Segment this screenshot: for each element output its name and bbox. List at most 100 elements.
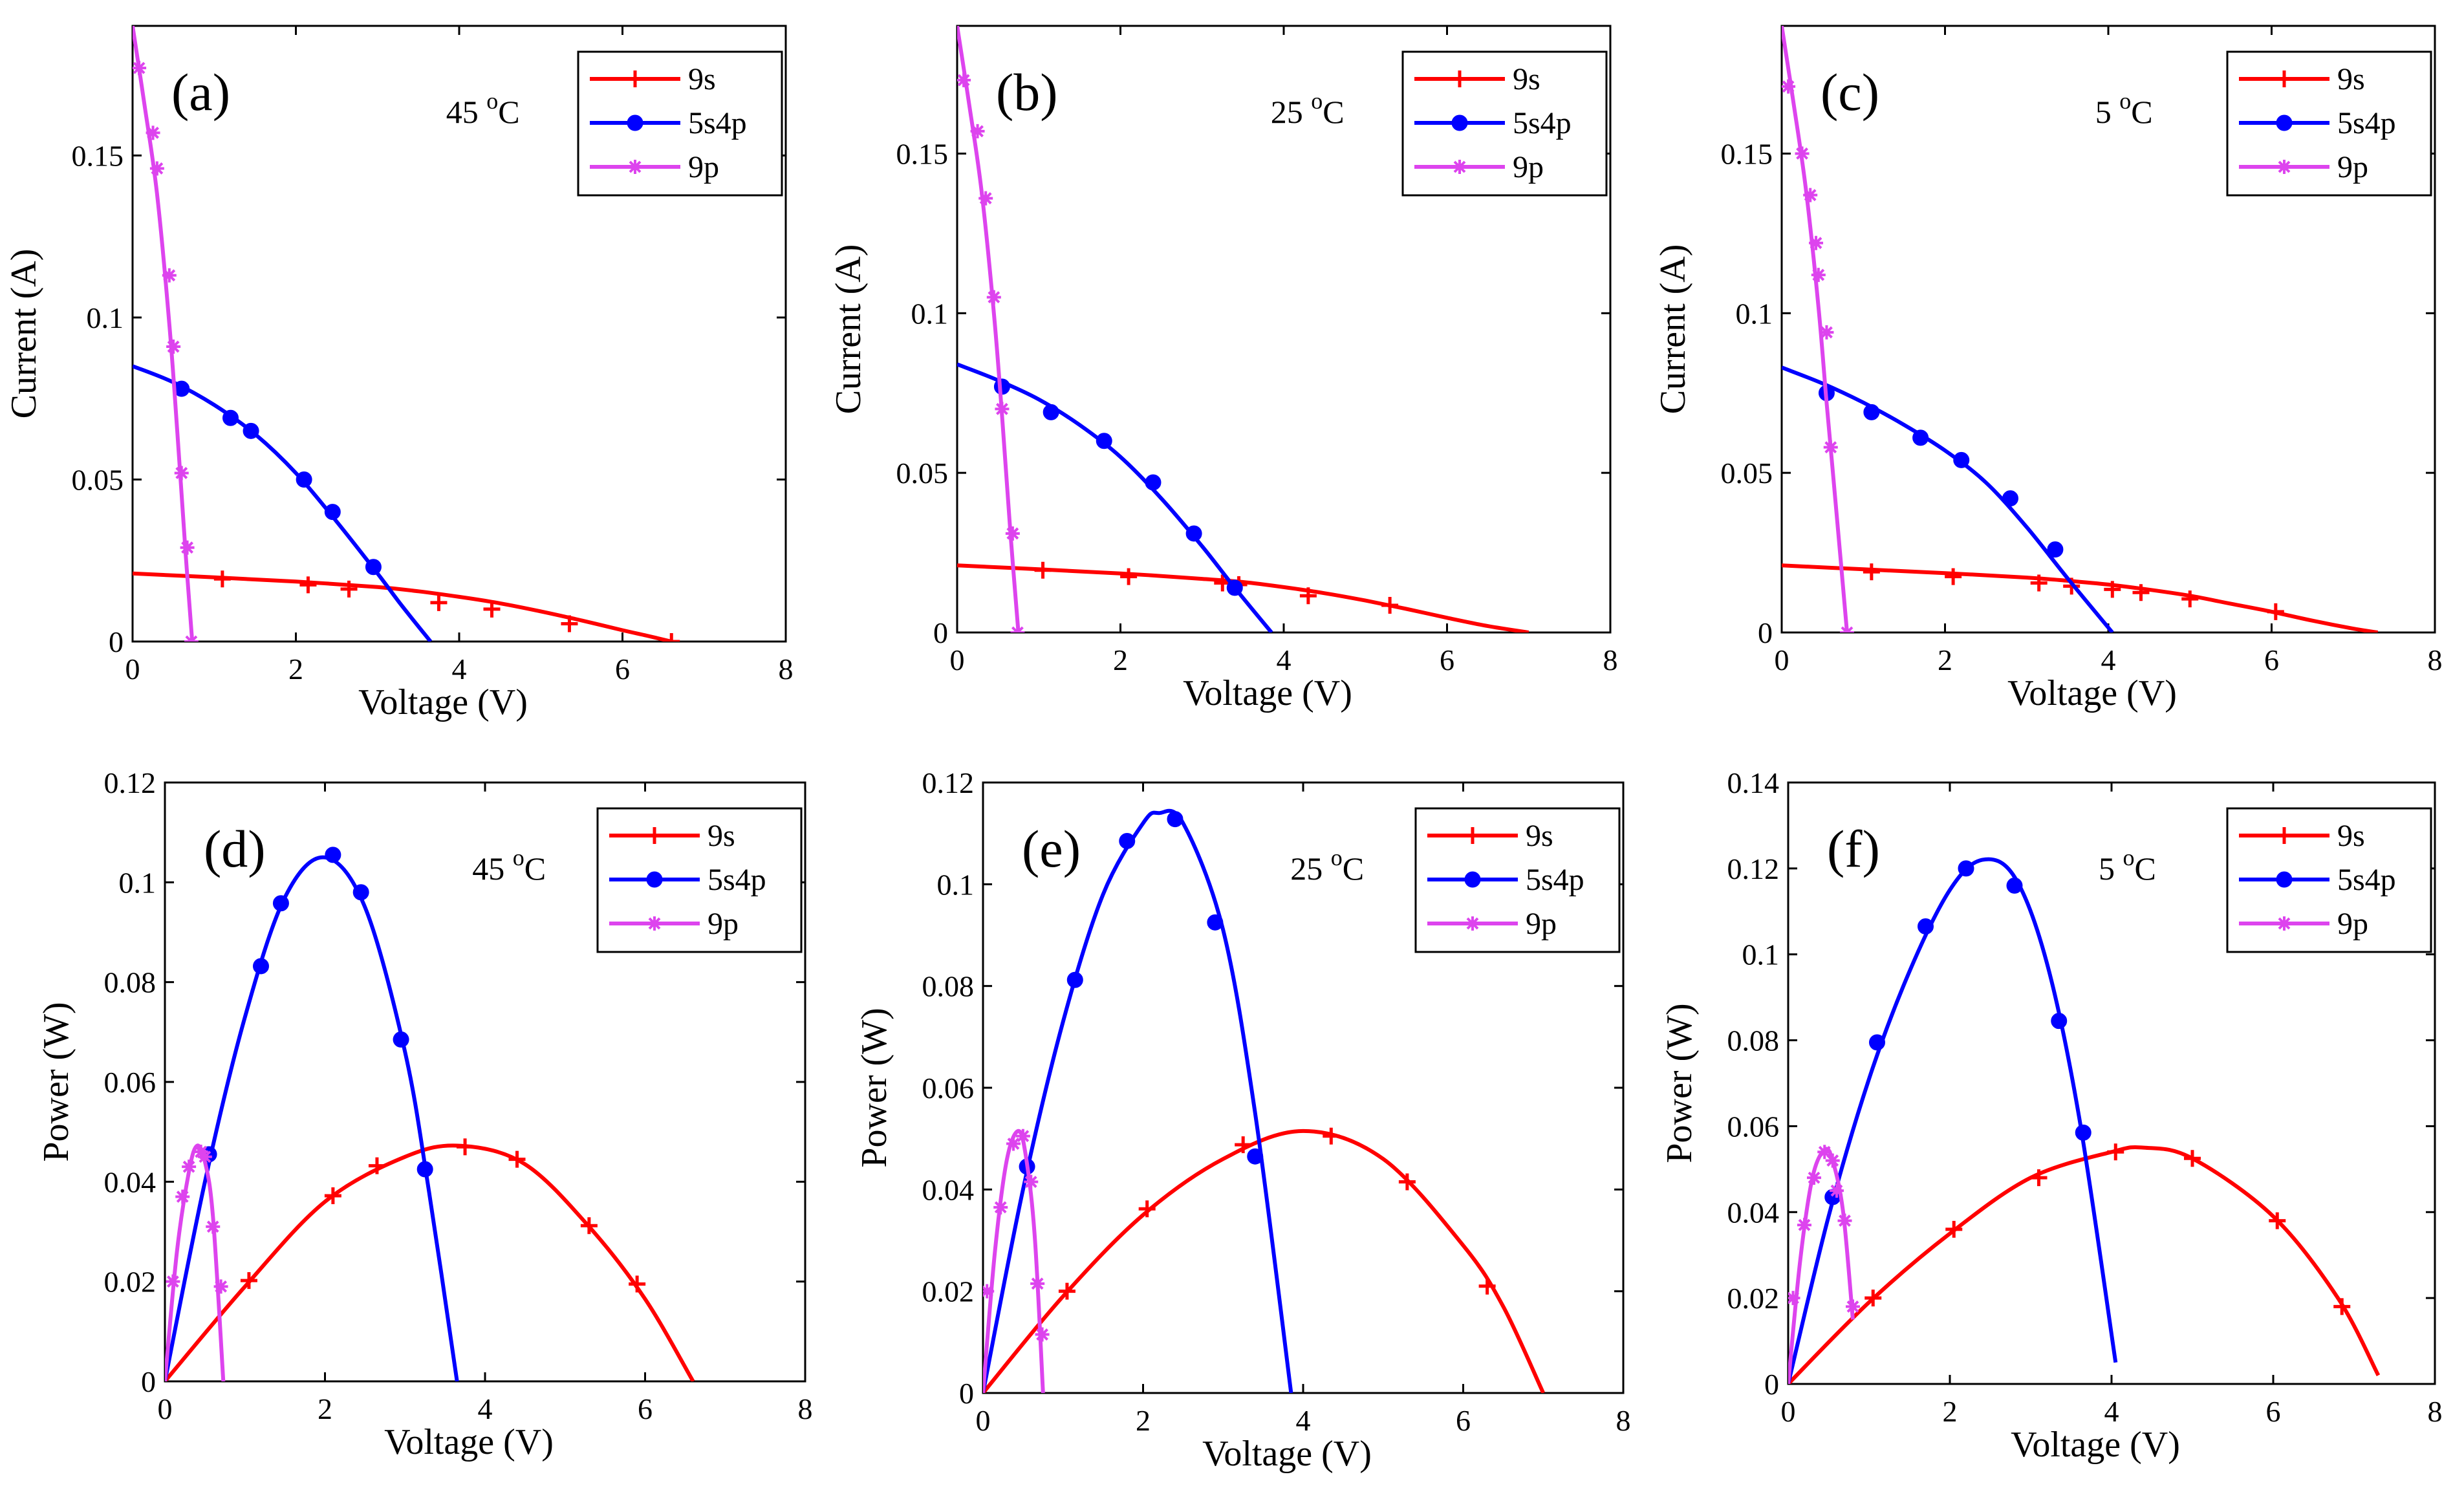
data-point-9p: [970, 124, 985, 138]
x-tick-label: 2: [288, 653, 303, 686]
legend-label: 9p: [1513, 150, 1544, 184]
legend-item-5s4p: 5s4p: [2239, 106, 2396, 140]
legend-item-5s4p: 5s4p: [590, 106, 747, 140]
data-point-9p: [180, 540, 195, 555]
data-point-9s: [324, 1187, 341, 1204]
x-tick-label: 2: [1943, 1395, 1958, 1428]
series-line-9p: [165, 1143, 226, 1381]
data-point-9s: [340, 580, 358, 598]
legend-marker: [1453, 160, 1467, 174]
legend-item-5s4p: 5s4p: [2239, 863, 2396, 897]
data-point-9s: [1323, 1127, 1340, 1145]
data-point-9s: [213, 570, 231, 588]
legend-label: 9p: [2337, 907, 2368, 941]
data-point-9s: [629, 1275, 646, 1293]
panel-a: 0 2 4 6 8 0 0.05 0.1 0.15 Voltage (V) Current (A) (…: [4, 25, 794, 722]
temperature-label: 25 oC: [1271, 88, 1345, 130]
data-point-5s4p: [296, 471, 312, 488]
y-tick-label: 0.15: [896, 137, 949, 170]
legend-item-9p: 9p: [590, 150, 719, 184]
y-axis-label: Current (A): [828, 244, 869, 415]
y-tick-label: 0: [141, 1365, 156, 1398]
data-point-5s4p: [2047, 541, 2064, 558]
x-tick-label: 8: [1616, 1404, 1631, 1437]
legend-item-9s: 9s: [2239, 819, 2365, 853]
data-point-5s4p: [243, 422, 259, 439]
data-point-5s4p: [416, 1161, 433, 1178]
legend: 9s 5s4p 9p: [577, 50, 783, 197]
data-point-9s: [1235, 1136, 1252, 1154]
data-point-5s4p: [222, 409, 239, 426]
y-axis-label: Current (A): [4, 249, 44, 419]
panel-label: (a): [171, 63, 230, 122]
data-point-9p: [1809, 235, 1824, 250]
data-point-9p: [1825, 1153, 1840, 1168]
data-point-9s: [1478, 1277, 1496, 1295]
series-5s4p: [165, 847, 459, 1381]
data-point-9p: [1795, 146, 1810, 161]
x-tick-label: 4: [1277, 643, 1291, 676]
temperature-label: 25 oC: [1290, 845, 1364, 887]
legend-item-5s4p: 5s4p: [1427, 863, 1584, 897]
data-point-9p: [197, 1149, 212, 1164]
legend-marker: [1451, 70, 1468, 87]
data-point-9s: [2267, 603, 2284, 620]
y-tick-label: 0: [933, 616, 948, 649]
series-line-9p: [1782, 26, 1849, 632]
data-point-9s: [2132, 584, 2150, 601]
y-tick-label: 0.08: [922, 970, 975, 1003]
x-tick-label: 6: [1440, 643, 1454, 676]
y-axis-label: Power (W): [36, 1002, 76, 1161]
y-tick-label: 0.02: [1727, 1282, 1780, 1315]
series-5s4p: [133, 364, 433, 642]
data-point-9s: [457, 1138, 474, 1156]
data-point-5s4p: [1863, 404, 1880, 420]
data-point-5s4p: [1043, 404, 1059, 420]
data-point-9p: [1015, 1128, 1030, 1143]
data-point-9s: [1120, 568, 1138, 585]
data-point-9s: [1299, 587, 1317, 605]
y-tick-label: 0.1: [937, 868, 975, 901]
data-point-9p: [1788, 1291, 1800, 1306]
series-5s4p: [1788, 857, 2118, 1384]
y-tick-label: 0.05: [72, 463, 124, 496]
data-point-9p: [986, 290, 1001, 305]
data-point-9p: [166, 1274, 180, 1289]
legend-item-9s: 9s: [609, 819, 735, 853]
data-point-9p: [1010, 625, 1025, 632]
legend-marker: [646, 871, 663, 888]
panel-label: (e): [1022, 819, 1081, 878]
data-point-5s4p: [253, 958, 269, 975]
y-tick-label: 0.12: [922, 766, 975, 799]
legend-item-9s: 9s: [590, 62, 716, 96]
legend-marker: [1464, 871, 1481, 888]
legend-item-5s4p: 5s4p: [609, 863, 766, 897]
x-tick-label: 6: [2266, 1395, 2281, 1428]
panel-label: (c): [1821, 63, 1879, 122]
data-point-9p: [1005, 526, 1020, 541]
series-line-5s4p: [165, 855, 459, 1381]
series-line-9s: [1788, 1145, 2381, 1384]
series-line-9s: [957, 563, 1529, 632]
data-point-5s4p: [1869, 1034, 1885, 1051]
legend: 9s 5s4p 9p: [2226, 807, 2432, 953]
data-point-9p: [1030, 1276, 1045, 1291]
data-point-5s4p: [1958, 860, 1974, 877]
legend-marker: [2276, 827, 2293, 844]
data-point-5s4p: [272, 895, 289, 912]
legend: 9s 5s4p 9p: [2226, 50, 2432, 197]
data-point-5s4p: [1918, 918, 1934, 935]
x-tick-label: 4: [452, 653, 467, 686]
panel-e: 0 2 4 6 8 0 0.02 0.04 0.06 0.08 0.1 0.12 Voltage (V)…: [854, 766, 1631, 1474]
legend-marker: [1465, 916, 1480, 931]
y-tick-label: 0.05: [896, 457, 949, 490]
series-9s: [983, 1127, 1546, 1393]
y-tick-label: 0.1: [1742, 938, 1780, 971]
x-axis-label: Voltage (V): [1202, 1434, 1372, 1474]
y-tick-label: 0: [1764, 1368, 1779, 1401]
y-tick-label: 0.1: [1736, 297, 1773, 330]
data-point-9p: [133, 61, 147, 76]
y-tick-label: 0.12: [104, 766, 157, 799]
data-point-9s: [1945, 568, 1962, 585]
legend-marker: [1464, 827, 1481, 844]
